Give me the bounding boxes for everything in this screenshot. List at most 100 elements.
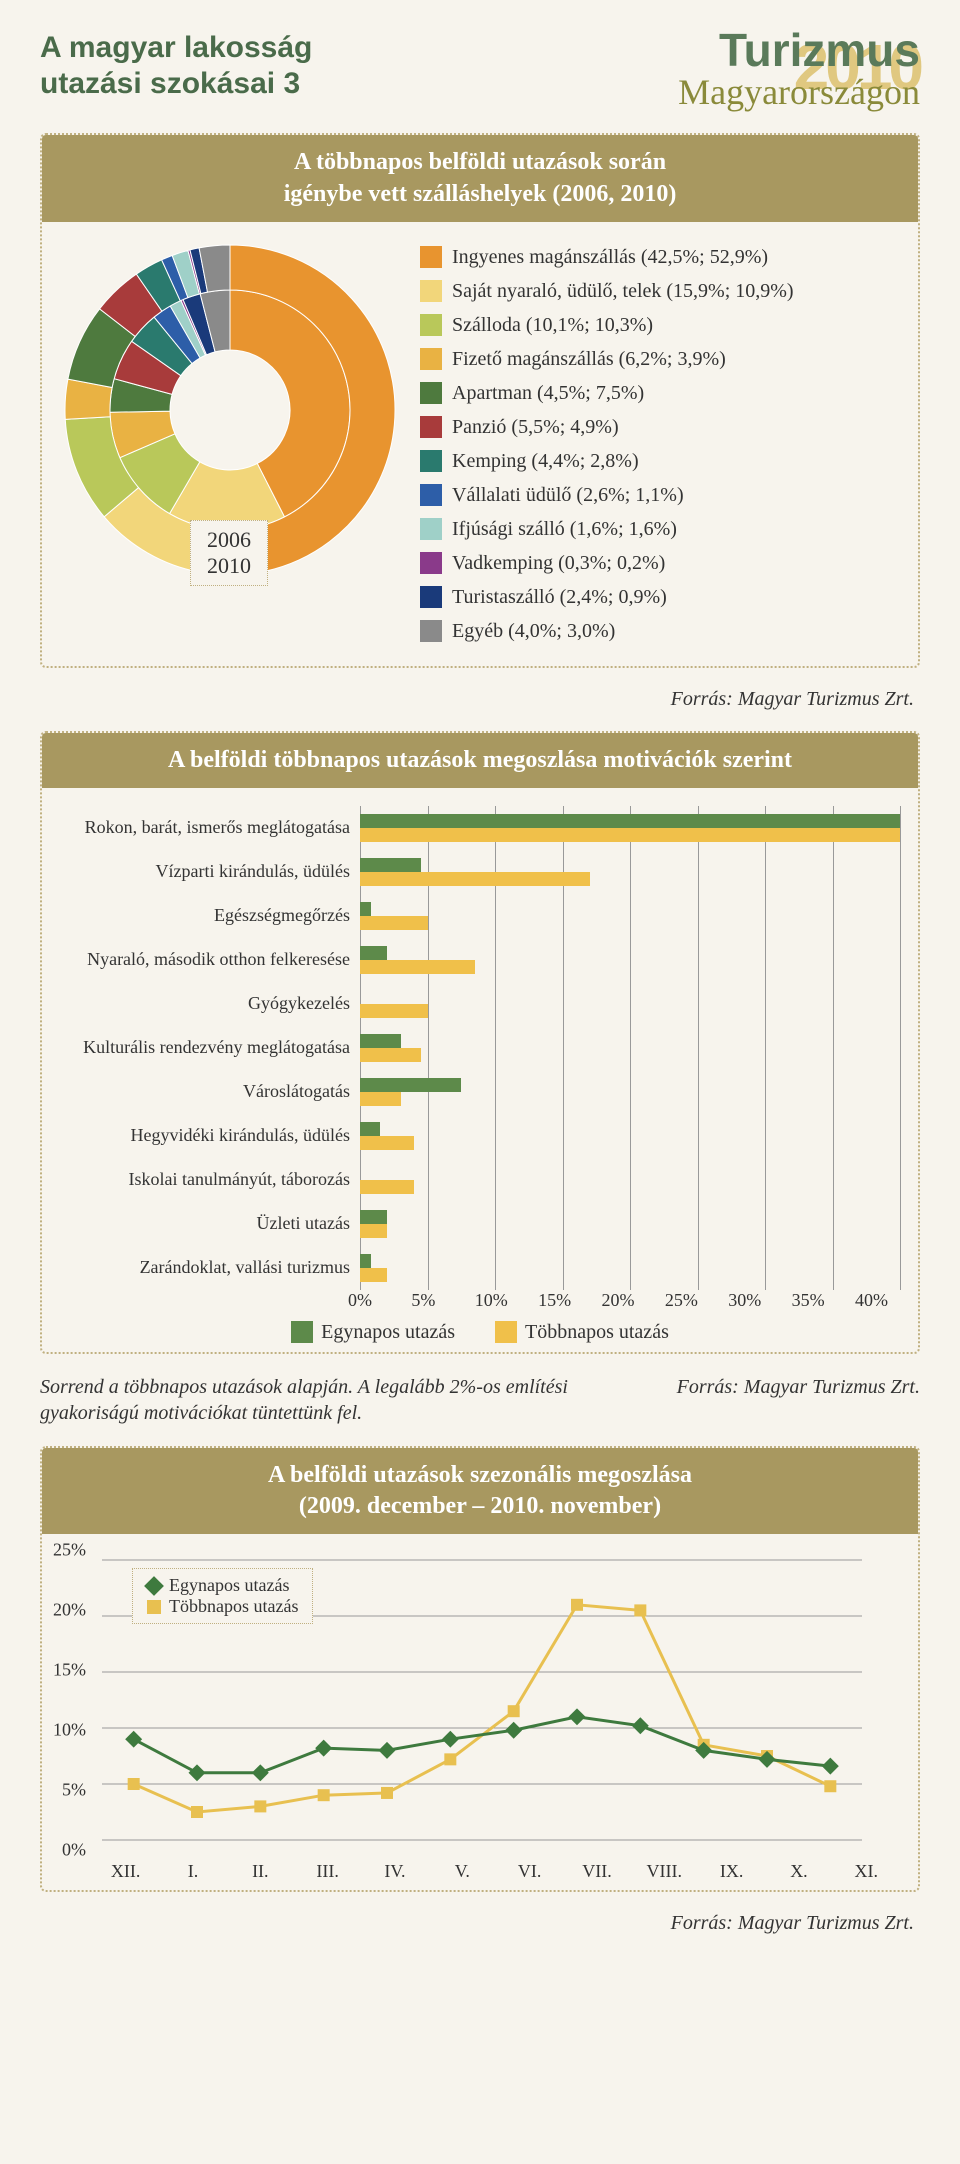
bar-row: Városlátogatás [60, 1070, 900, 1114]
x-tick: V. [429, 1861, 496, 1882]
x-tick: 10% [475, 1290, 538, 1311]
bar-row: Gyógykezelés [60, 982, 900, 1026]
legend-label: Vadkemping (0,3%; 0,2%) [452, 546, 665, 580]
bar-area [360, 1070, 900, 1114]
x-tick: 20% [602, 1290, 665, 1311]
panel-seasonal: A belföldi utazások szezonális megoszlás… [40, 1446, 920, 1892]
x-tick: 40% [855, 1290, 888, 1311]
bar-label: Rokon, barát, ismerős meglátogatása [60, 817, 360, 838]
bar-single [360, 1034, 401, 1048]
bar-row: Egészségmegőrzés [60, 894, 900, 938]
x-tick: XII. [92, 1861, 159, 1882]
legend-label: Ingyenes magánszállás (42,5%; 52,9%) [452, 240, 768, 274]
bar-label: Vízparti kirándulás, üdülés [60, 861, 360, 882]
bar-row: Üzleti utazás [60, 1202, 900, 1246]
legend-label: Turistaszálló (2,4%; 0,9%) [452, 580, 667, 614]
bar-label: Gyógykezelés [60, 993, 360, 1014]
panel-motivations: A belföldi többnapos utazások megoszlása… [40, 731, 920, 1354]
panel3-source: Forrás: Magyar Turizmus Zrt. [40, 1912, 914, 1935]
x-tick: 15% [538, 1290, 601, 1311]
legend-swatch [420, 280, 442, 302]
bar-label: Iskolai tanulmányút, táborozás [60, 1169, 360, 1190]
legend-swatch [420, 620, 442, 642]
legend-swatch [420, 518, 442, 540]
bar-multi [360, 1136, 414, 1150]
donut-legend: Ingyenes magánszállás (42,5%; 52,9%)Sajá… [420, 240, 900, 648]
legend-label: Egyéb (4,0%; 3,0%) [452, 614, 615, 648]
legend-swatch [420, 246, 442, 268]
panel-accommodation: A többnapos belföldi utazások során igén… [40, 133, 920, 667]
bar-single [360, 1078, 461, 1092]
bar-area [360, 850, 900, 894]
title-left-line2: utazási szokásai 3 [40, 66, 312, 102]
bar-single [360, 858, 421, 872]
legend-label: Fizető magánszállás (6,2%; 3,9%) [452, 342, 726, 376]
legend-swatch [420, 416, 442, 438]
bar-area [360, 1114, 900, 1158]
x-tick: 35% [792, 1290, 855, 1311]
y-axis-labels: 0%5%10%15%20%25% [42, 1550, 90, 1850]
bar-label: Kulturális rendezvény meglátogatása [60, 1037, 360, 1058]
bar-label: Zarándoklat, vallási turizmus [60, 1257, 360, 1278]
line-legend: Egynapos utazás Többnapos utazás [132, 1568, 313, 1624]
page-header: A magyar lakosság utazási szokásai 3 201… [40, 30, 920, 113]
legend-item: Panzió (5,5%; 4,9%) [420, 410, 900, 444]
bar-label: Üzleti utazás [60, 1213, 360, 1234]
x-tick: II. [227, 1861, 294, 1882]
bar-row: Zarándoklat, vallási turizmus [60, 1246, 900, 1290]
bar-area [360, 1158, 900, 1202]
panel2-title: A belföldi többnapos utazások megoszlása… [42, 733, 918, 788]
x-tick: VII. [563, 1861, 630, 1882]
panel1-title: A többnapos belföldi utazások során igén… [42, 135, 918, 221]
bar-single [360, 1254, 371, 1268]
bar-area [360, 1202, 900, 1246]
donut-year-labels: 2006 2010 [190, 520, 268, 586]
y-tick: 5% [62, 1780, 86, 1801]
legend-item: Vállalati üdülő (2,6%; 1,1%) [420, 478, 900, 512]
x-tick: XI. [833, 1861, 900, 1882]
x-tick: 5% [411, 1290, 474, 1311]
bar-row: Nyaraló, második otthon felkeresése [60, 938, 900, 982]
bar-single [360, 814, 900, 828]
legend-label: Ifjúsági szálló (1,6%; 1,6%) [452, 512, 677, 546]
bar-multi [360, 1092, 401, 1106]
bar-chart: Rokon, barát, ismerős meglátogatása Vízpa… [60, 806, 900, 1290]
bar-area [360, 1246, 900, 1290]
bar-row: Rokon, barát, ismerős meglátogatása [60, 806, 900, 850]
legend-item: Kemping (4,4%; 2,8%) [420, 444, 900, 478]
bar-multi [360, 1048, 421, 1062]
legend-item: Egyéb (4,0%; 3,0%) [420, 614, 900, 648]
x-axis-labels: XII.I.II.III.IV.V.VI.VII.VIII.IX.X.XI. [92, 1861, 900, 1882]
legend-item: Szálloda (10,1%; 10,3%) [420, 308, 900, 342]
title-main: Turizmus [678, 30, 920, 71]
x-tick: VI. [496, 1861, 563, 1882]
x-tick: IX. [698, 1861, 765, 1882]
legend-single-day: Egynapos utazás [291, 1321, 455, 1344]
legend-swatch [420, 552, 442, 574]
bar-area [360, 982, 900, 1026]
legend-swatch [420, 382, 442, 404]
bar-single [360, 1122, 380, 1136]
x-tick: 0% [348, 1290, 411, 1311]
panel3-title: A belföldi utazások szezonális megoszlás… [42, 1448, 918, 1534]
bar-multi [360, 960, 475, 974]
swatch-single [291, 1321, 313, 1343]
legend-item: Ingyenes magánszállás (42,5%; 52,9%) [420, 240, 900, 274]
legend-label: Saját nyaraló, üdülő, telek (15,9%; 10,9… [452, 274, 794, 308]
bar-row: Iskolai tanulmányút, táborozás [60, 1158, 900, 1202]
panel2-footnote: Sorrend a többnapos utazások alapján. A … [40, 1374, 920, 1426]
legend-label: Kemping (4,4%; 2,8%) [452, 444, 639, 478]
bar-single [360, 902, 371, 916]
legend-swatch [420, 314, 442, 336]
line-chart: 0%5%10%15%20%25% Egynapos utazás Többnap… [42, 1534, 918, 1890]
y-tick: 15% [53, 1660, 86, 1681]
bar-label: Városlátogatás [60, 1081, 360, 1102]
legend-swatch [420, 484, 442, 506]
title-left-line1: A magyar lakosság [40, 30, 312, 66]
bar-label: Egészségmegőrzés [60, 905, 360, 926]
legend-item: Ifjúsági szálló (1,6%; 1,6%) [420, 512, 900, 546]
x-tick: IV. [361, 1861, 428, 1882]
bar-label: Hegyvidéki kirándulás, üdülés [60, 1125, 360, 1146]
bar-legend: Egynapos utazás Többnapos utazás [60, 1321, 900, 1344]
line-legend-single: Egynapos utazás [147, 1575, 298, 1596]
